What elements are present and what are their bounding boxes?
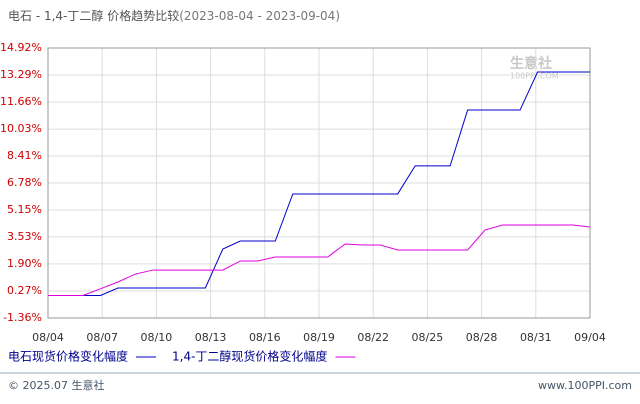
series-line xyxy=(48,71,590,296)
x-tick-label: 08/28 xyxy=(466,331,498,344)
y-tick-label: 6.78% xyxy=(7,176,42,189)
footer-left: © 2025.07 生意社 xyxy=(8,378,104,392)
chart-title: 电石 - 1,4-丁二醇 价格趋势比较(2023-08-04 - 2023-09… xyxy=(8,8,340,23)
y-tick-label: 5.15% xyxy=(7,203,42,216)
x-tick-label: 08/25 xyxy=(412,331,444,344)
x-tick-label: 08/10 xyxy=(141,331,173,344)
y-tick-label: 11.66% xyxy=(0,95,42,108)
y-tick-label: 10.03% xyxy=(0,122,42,135)
x-tick-label: 08/13 xyxy=(195,331,227,344)
title: 电石 - 1,4-丁二醇 价格趋势比较 xyxy=(8,8,179,23)
plot-frame xyxy=(47,47,591,319)
x-tick-label: 08/31 xyxy=(520,331,552,344)
watermark: 100PPI.COM xyxy=(510,72,559,81)
x-tick-label: 08/04 xyxy=(32,331,64,344)
y-tick-label: 14.92% xyxy=(0,41,42,54)
series-line xyxy=(48,224,591,296)
x-tick-label: 09/04 xyxy=(574,331,606,344)
x-tick-label: 08/16 xyxy=(249,331,281,344)
legend-label: 1,4-丁二醇现货价格变化幅度 xyxy=(172,349,327,364)
x-tick-label: 08/22 xyxy=(357,331,389,344)
y-tick-label: -1.36% xyxy=(3,311,42,324)
y-tick-label: 1.90% xyxy=(7,257,42,270)
subtitle: (2023-08-04 - 2023-09-04) xyxy=(179,9,340,23)
x-tick-label: 08/07 xyxy=(86,331,118,344)
legend-label: 电石现货价格变化幅度 xyxy=(8,349,128,364)
watermark: 生意社 xyxy=(510,55,552,72)
y-tick-label: 13.29% xyxy=(0,68,42,81)
x-tick-label: 08/19 xyxy=(303,331,335,344)
y-tick-label: 8.41% xyxy=(7,149,42,162)
y-tick-label: 3.53% xyxy=(7,230,42,243)
y-tick-label: 0.27% xyxy=(7,284,42,297)
footer-right: www.100PPI.com xyxy=(538,379,632,392)
